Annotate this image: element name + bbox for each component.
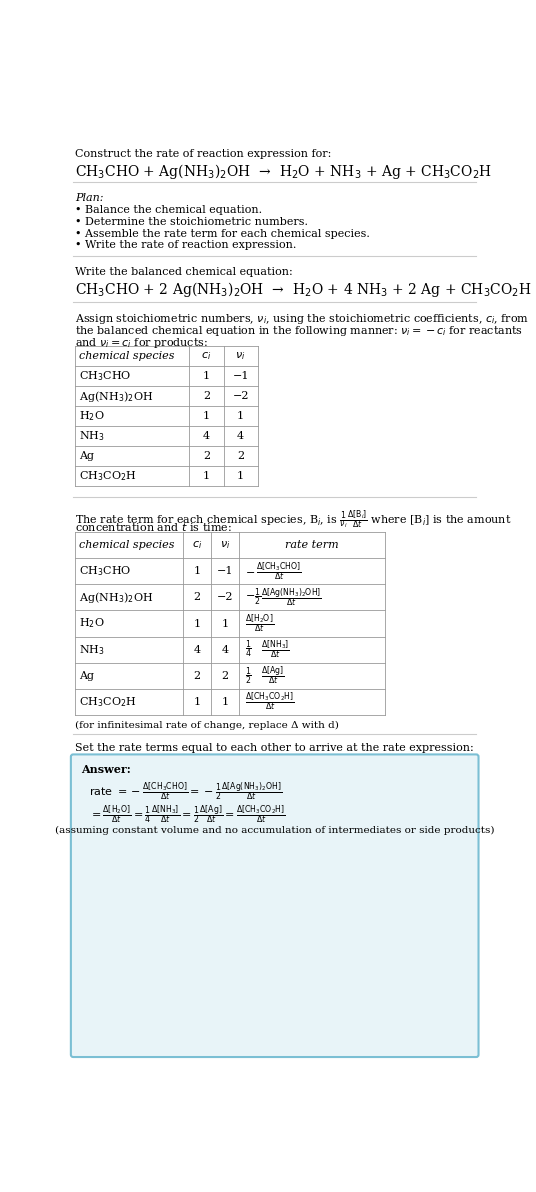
- Text: $\frac{\Delta[\mathrm{CH_3CO_2H}]}{\Delta t}$: $\frac{\Delta[\mathrm{CH_3CO_2H}]}{\Delt…: [245, 690, 295, 714]
- Text: −2: −2: [232, 391, 249, 402]
- Text: CH$_3$CHO: CH$_3$CHO: [79, 370, 132, 384]
- Text: 4: 4: [203, 432, 210, 441]
- Text: 1: 1: [237, 472, 244, 482]
- Text: 1: 1: [237, 411, 244, 422]
- Text: −1: −1: [232, 372, 249, 381]
- FancyBboxPatch shape: [71, 755, 479, 1057]
- Text: Assign stoichiometric numbers, $\nu_i$, using the stoichiometric coefficients, $: Assign stoichiometric numbers, $\nu_i$, …: [75, 312, 529, 327]
- Text: The rate term for each chemical species, B$_i$, is $\frac{1}{\nu_i}\frac{\Delta[: The rate term for each chemical species,…: [75, 508, 511, 530]
- Text: $\nu_i$: $\nu_i$: [235, 350, 246, 362]
- Text: 2: 2: [203, 391, 210, 402]
- Text: $-\frac{1}{2}$: $-\frac{1}{2}$: [245, 586, 262, 608]
- Text: 1: 1: [221, 619, 229, 628]
- Text: Set the rate terms equal to each other to arrive at the rate expression:: Set the rate terms equal to each other t…: [75, 743, 473, 753]
- Text: CH$_3$CHO: CH$_3$CHO: [79, 564, 132, 578]
- Text: 1: 1: [193, 697, 201, 707]
- Text: concentration and $t$ is time:: concentration and $t$ is time:: [75, 521, 232, 533]
- Text: Construct the rate of reaction expression for:: Construct the rate of reaction expressio…: [75, 149, 331, 160]
- Text: 1: 1: [193, 619, 201, 628]
- Text: • Write the rate of reaction expression.: • Write the rate of reaction expression.: [75, 240, 296, 250]
- Text: 1: 1: [221, 697, 229, 707]
- Text: 4: 4: [193, 645, 201, 654]
- Text: CH$_3$CO$_2$H: CH$_3$CO$_2$H: [79, 470, 137, 483]
- Text: Write the balanced chemical equation:: Write the balanced chemical equation:: [75, 267, 293, 277]
- Text: NH$_3$: NH$_3$: [79, 429, 105, 443]
- Text: Ag: Ag: [79, 671, 94, 681]
- Text: 2: 2: [203, 452, 210, 461]
- Text: 2: 2: [237, 452, 244, 461]
- Text: $-$: $-$: [245, 566, 255, 576]
- Text: chemical species: chemical species: [79, 540, 175, 550]
- Text: $c_i$: $c_i$: [202, 350, 212, 362]
- Text: Answer:: Answer:: [81, 764, 131, 776]
- Text: • Assemble the rate term for each chemical species.: • Assemble the rate term for each chemic…: [75, 229, 370, 238]
- Text: $= \frac{\Delta[\mathrm{H_2O}]}{\Delta t} = \frac{1}{4}\frac{\Delta[\mathrm{NH_3: $= \frac{\Delta[\mathrm{H_2O}]}{\Delta t…: [88, 803, 286, 826]
- Text: 1: 1: [203, 472, 210, 482]
- Text: Ag(NH$_3$)$_2$OH: Ag(NH$_3$)$_2$OH: [79, 389, 154, 404]
- Text: $\frac{\Delta[\mathrm{Ag}]}{\Delta t}$: $\frac{\Delta[\mathrm{Ag}]}{\Delta t}$: [260, 664, 285, 688]
- Text: 2: 2: [193, 592, 201, 602]
- Text: $\nu_i$: $\nu_i$: [220, 539, 230, 551]
- Text: H$_2$O: H$_2$O: [79, 616, 105, 631]
- Text: Ag(NH$_3$)$_2$OH: Ag(NH$_3$)$_2$OH: [79, 590, 154, 604]
- Text: $\frac{\Delta[\mathrm{CH_3CHO}]}{\Delta t}$: $\frac{\Delta[\mathrm{CH_3CHO}]}{\Delta …: [256, 560, 302, 583]
- Text: rate $= -\frac{\Delta[\mathrm{CH_3CHO}]}{\Delta t} = -\frac{1}{2}\frac{\Delta[\m: rate $= -\frac{\Delta[\mathrm{CH_3CHO}]}…: [88, 780, 282, 802]
- Text: NH$_3$: NH$_3$: [79, 642, 105, 657]
- Text: CH$_3$CHO + Ag(NH$_3$)$_2$OH  →  H$_2$O + NH$_3$ + Ag + CH$_3$CO$_2$H: CH$_3$CHO + Ag(NH$_3$)$_2$OH → H$_2$O + …: [75, 162, 492, 181]
- Text: $c_i$: $c_i$: [192, 539, 202, 551]
- Text: H$_2$O: H$_2$O: [79, 410, 105, 423]
- Text: 1: 1: [193, 566, 201, 576]
- Text: and $\nu_i = c_i$ for products:: and $\nu_i = c_i$ for products:: [75, 335, 208, 349]
- Text: 4: 4: [221, 645, 229, 654]
- Text: CH$_3$CO$_2$H: CH$_3$CO$_2$H: [79, 695, 137, 709]
- Text: 1: 1: [203, 372, 210, 381]
- Text: $\frac{\Delta[\mathrm{NH_3}]}{\Delta t}$: $\frac{\Delta[\mathrm{NH_3}]}{\Delta t}$: [260, 638, 289, 662]
- Text: 1: 1: [203, 411, 210, 422]
- Text: 4: 4: [237, 432, 244, 441]
- Text: $\frac{1}{4}$: $\frac{1}{4}$: [245, 639, 252, 660]
- Text: −1: −1: [217, 566, 233, 576]
- Text: 2: 2: [221, 671, 229, 681]
- Text: chemical species: chemical species: [79, 352, 175, 361]
- Text: $\frac{\Delta[\mathrm{Ag(NH_3)_2OH}]}{\Delta t}$: $\frac{\Delta[\mathrm{Ag(NH_3)_2OH}]}{\D…: [260, 586, 322, 609]
- Text: 2: 2: [193, 671, 201, 681]
- Text: • Balance the chemical equation.: • Balance the chemical equation.: [75, 205, 262, 216]
- Text: Plan:: Plan:: [75, 193, 103, 203]
- Text: (assuming constant volume and no accumulation of intermediates or side products): (assuming constant volume and no accumul…: [55, 826, 494, 836]
- Text: Ag: Ag: [79, 452, 94, 461]
- Text: (for infinitesimal rate of change, replace Δ with d): (for infinitesimal rate of change, repla…: [75, 721, 339, 731]
- Text: the balanced chemical equation in the following manner: $\nu_i = -c_i$ for react: the balanced chemical equation in the fo…: [75, 324, 523, 339]
- Text: rate term: rate term: [285, 540, 339, 550]
- Text: • Determine the stoichiometric numbers.: • Determine the stoichiometric numbers.: [75, 217, 308, 226]
- Text: −2: −2: [217, 592, 233, 602]
- Text: $\frac{1}{2}$: $\frac{1}{2}$: [245, 665, 252, 687]
- Text: CH$_3$CHO + 2 Ag(NH$_3$)$_2$OH  →  H$_2$O + 4 NH$_3$ + 2 Ag + CH$_3$CO$_2$H: CH$_3$CHO + 2 Ag(NH$_3$)$_2$OH → H$_2$O …: [75, 280, 531, 299]
- Text: $\frac{\Delta[\mathrm{H_2O}]}{\Delta t}$: $\frac{\Delta[\mathrm{H_2O}]}{\Delta t}$: [245, 611, 274, 635]
